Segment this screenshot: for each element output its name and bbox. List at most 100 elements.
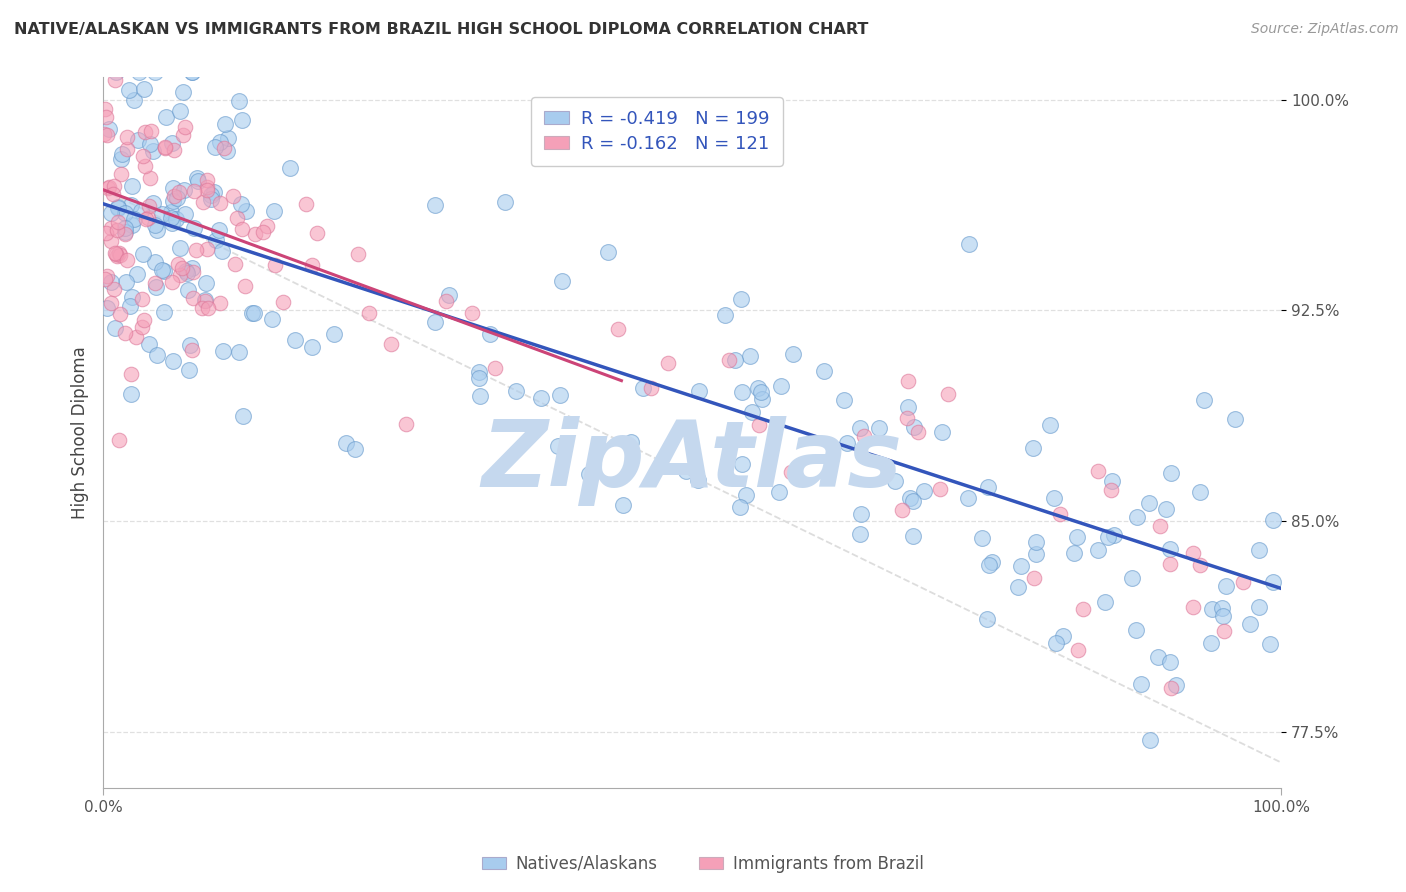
Point [118, 83, 141, 97]
Point [1049, 507, 1071, 521]
Point [957, 491, 980, 506]
Point [979, 558, 1001, 572]
Point [194, 276, 217, 290]
Point [305, 226, 328, 240]
Point [134, 82, 156, 96]
Point [243, 227, 266, 242]
Point [166, 211, 188, 226]
Point [183, 220, 205, 235]
Point [120, 198, 142, 212]
Point [1022, 441, 1045, 455]
Point [181, 291, 204, 305]
Point [748, 417, 770, 432]
Point [280, 161, 302, 175]
Point [1261, 513, 1284, 527]
Point [730, 292, 752, 306]
Point [208, 196, 231, 211]
Point [335, 436, 357, 450]
Point [1087, 465, 1109, 479]
Point [212, 141, 235, 155]
Point [717, 353, 740, 368]
Point [1024, 571, 1046, 585]
Point [976, 612, 998, 626]
Point [107, 215, 129, 229]
Point [166, 257, 188, 271]
Point [153, 141, 176, 155]
Point [657, 356, 679, 370]
Point [174, 264, 197, 278]
Point [143, 276, 166, 290]
Point [217, 131, 239, 145]
Point [107, 201, 129, 215]
Point [221, 189, 243, 203]
Point [235, 204, 257, 219]
Point [98, 122, 121, 136]
Point [103, 282, 125, 296]
Point [195, 242, 218, 256]
Point [1188, 485, 1211, 500]
Point [125, 330, 148, 344]
Point [139, 171, 162, 186]
Point [107, 246, 129, 260]
Point [114, 221, 136, 235]
Point [252, 225, 274, 239]
Point [212, 344, 235, 359]
Point [612, 498, 634, 512]
Point [132, 246, 155, 260]
Point [728, 500, 751, 514]
Point [322, 327, 344, 342]
Point [94, 102, 117, 116]
Point [884, 475, 907, 489]
Point [173, 207, 195, 221]
Point [121, 218, 143, 232]
Point [1159, 655, 1181, 669]
Point [897, 375, 920, 389]
Text: ZipAtlas: ZipAtlas [482, 416, 903, 506]
Point [105, 222, 128, 236]
Point [96, 128, 118, 143]
Point [233, 278, 256, 293]
Point [153, 264, 176, 278]
Point [195, 183, 218, 197]
Point [243, 306, 266, 320]
Point [1215, 579, 1237, 593]
Point [211, 244, 233, 259]
Point [209, 135, 232, 149]
Point [1232, 574, 1254, 589]
Point [896, 411, 918, 425]
Point [169, 103, 191, 118]
Point [162, 181, 184, 195]
Point [94, 271, 117, 285]
Point [749, 385, 772, 400]
Point [138, 337, 160, 351]
Point [135, 37, 157, 51]
Point [1160, 467, 1182, 481]
Point [127, 133, 149, 147]
Point [423, 198, 446, 212]
Point [94, 110, 117, 124]
Point [108, 307, 131, 321]
Point [153, 140, 176, 154]
Point [1201, 602, 1223, 616]
Point [225, 211, 247, 225]
Point [231, 112, 253, 127]
Point [849, 507, 872, 521]
Point [150, 206, 173, 220]
Point [730, 384, 752, 399]
Point [181, 343, 204, 357]
Point [907, 425, 929, 440]
Point [115, 275, 138, 289]
Point [145, 223, 167, 237]
Point [132, 149, 155, 163]
Point [284, 334, 307, 348]
Point [108, 248, 131, 262]
Point [100, 296, 122, 310]
Point [96, 226, 118, 240]
Point [167, 185, 190, 199]
Point [468, 370, 491, 384]
Point [145, 255, 167, 269]
Point [228, 344, 250, 359]
Point [121, 179, 143, 194]
Point [900, 491, 922, 505]
Text: Source: ZipAtlas.com: Source: ZipAtlas.com [1251, 22, 1399, 37]
